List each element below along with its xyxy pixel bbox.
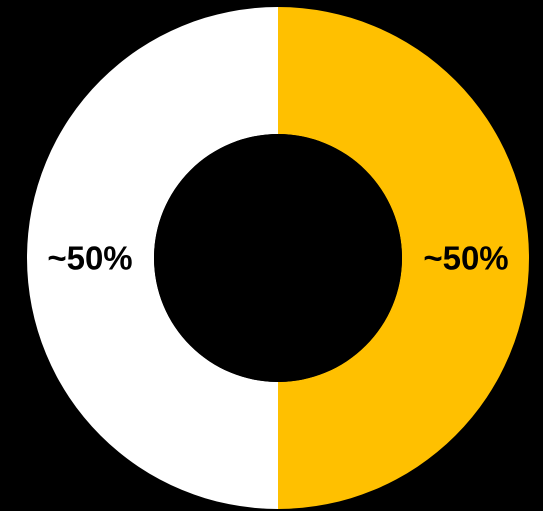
donut-slice-label-1: ~50% bbox=[47, 240, 132, 277]
donut-slices bbox=[27, 7, 529, 509]
donut-labels: ~50% ~50% bbox=[47, 240, 508, 277]
donut-slice-label-0: ~50% bbox=[423, 240, 508, 277]
donut-hole bbox=[154, 134, 402, 382]
donut-slice-0 bbox=[278, 7, 529, 509]
donut-slice-1 bbox=[27, 7, 278, 509]
